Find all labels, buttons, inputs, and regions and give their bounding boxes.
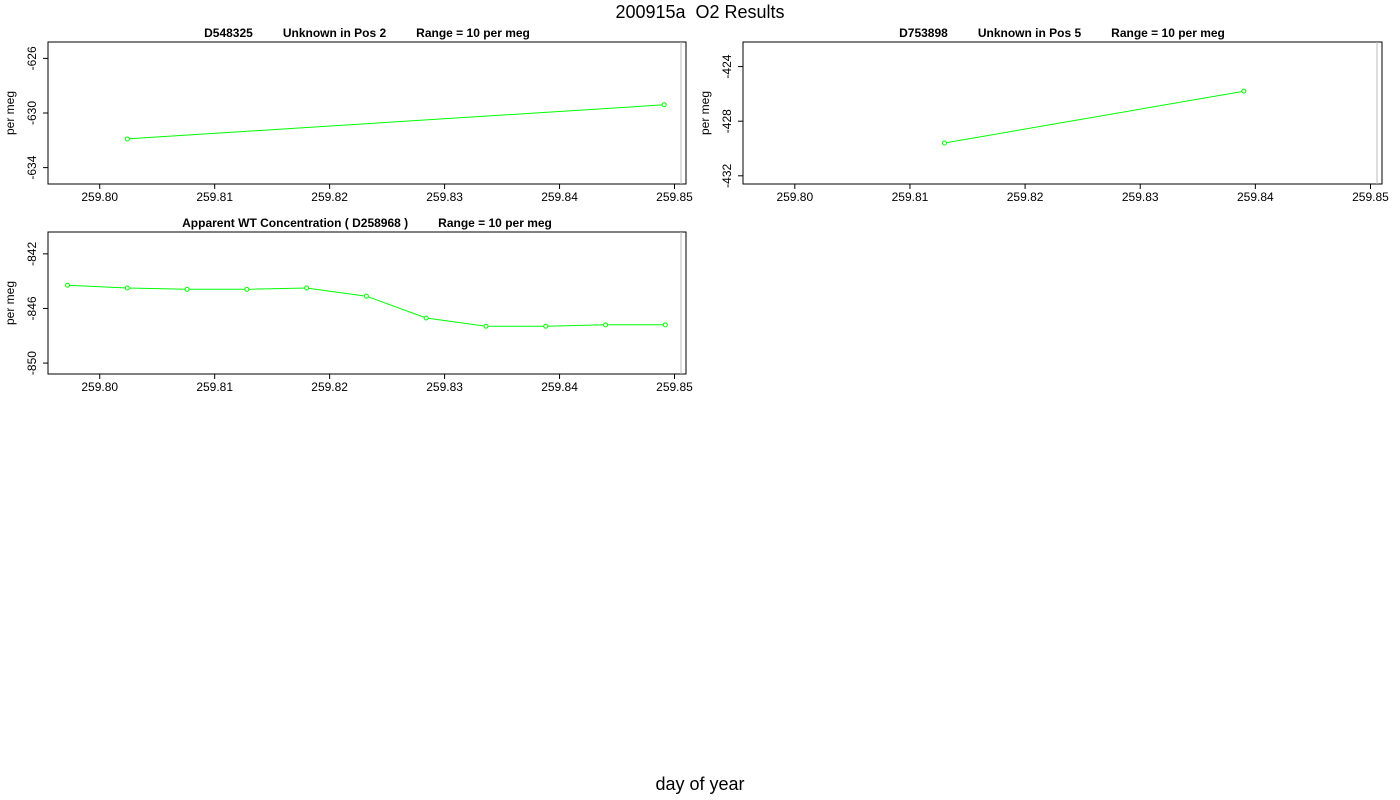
data-point <box>423 315 429 321</box>
x-tick-label: 259.83 <box>426 380 463 394</box>
panel-title-part: Apparent WT Concentration ( D258968 ) <box>182 216 408 230</box>
panel-title: Apparent WT Concentration ( D258968 ) Ran… <box>182 216 552 230</box>
data-point <box>543 323 549 329</box>
data-point <box>124 285 130 291</box>
y-tick-label: -626 <box>25 46 39 70</box>
plot-frame <box>47 231 687 375</box>
x-tick-label: 259.82 <box>311 380 348 394</box>
x-axis-label: day of year <box>655 774 745 794</box>
y-axis-label: per meg <box>3 281 17 325</box>
x-tick-label: 259.80 <box>81 190 118 204</box>
chart-panel-1: D548325 Unknown in Pos 2 Range = 10 per me… <box>3 26 693 204</box>
panel-title-part: Range = 10 per meg <box>1111 26 1225 40</box>
plot-frame <box>742 41 1383 185</box>
panel-title: D753898 Unknown in Pos 5 Range = 10 per me… <box>899 26 1225 40</box>
data-point <box>941 140 947 146</box>
data-point <box>244 286 250 292</box>
data-point <box>661 102 667 108</box>
panel-title-part: Unknown in Pos 2 <box>283 26 387 40</box>
x-tick-label: 259.82 <box>1007 190 1044 204</box>
chart-panel-3: Apparent WT Concentration ( D258968 ) Ran… <box>3 216 693 394</box>
y-axis-label: per meg <box>698 91 712 135</box>
x-tick-label: 259.83 <box>1122 190 1159 204</box>
data-point <box>363 293 369 299</box>
x-tick-label: 259.80 <box>776 190 813 204</box>
x-tick-label: 259.84 <box>541 190 578 204</box>
x-tick-label: 259.83 <box>426 190 463 204</box>
y-tick-label: -842 <box>25 242 39 266</box>
data-point <box>1241 88 1247 94</box>
page-title: 200915a O2 Results <box>615 2 785 22</box>
y-tick-label: -424 <box>720 54 734 78</box>
data-point <box>65 282 71 288</box>
panel-title-part: D753898 <box>899 26 948 40</box>
panel-title-part: Range = 10 per meg <box>438 216 552 230</box>
panel-title-part: D548325 <box>204 26 253 40</box>
data-point <box>603 322 609 328</box>
y-tick-label: -432 <box>720 163 734 187</box>
panel-title-part: Unknown in Pos 5 <box>978 26 1082 40</box>
x-tick-label: 259.85 <box>1352 190 1389 204</box>
panel-title: D548325 Unknown in Pos 2 Range = 10 per me… <box>204 26 530 40</box>
x-tick-label: 259.84 <box>541 380 578 394</box>
x-tick-label: 259.81 <box>892 190 929 204</box>
series-line <box>67 284 666 327</box>
data-point <box>662 322 668 328</box>
y-tick-label: -428 <box>720 109 734 133</box>
y-axis-label: per meg <box>3 91 17 135</box>
panel-title-part: Range = 10 per meg <box>416 26 530 40</box>
series-line <box>944 90 1244 144</box>
x-tick-label: 259.85 <box>656 380 693 394</box>
y-tick-label: -846 <box>25 296 39 320</box>
x-tick-label: 259.84 <box>1237 190 1274 204</box>
y-tick-label: -634 <box>25 155 39 179</box>
data-point <box>304 285 310 291</box>
data-point <box>483 323 489 329</box>
y-tick-label: -850 <box>25 351 39 375</box>
x-tick-label: 259.80 <box>81 380 118 394</box>
data-point <box>124 136 130 142</box>
x-tick-label: 259.82 <box>311 190 348 204</box>
x-tick-label: 259.81 <box>196 190 233 204</box>
x-tick-label: 259.85 <box>656 190 693 204</box>
data-point <box>184 286 190 292</box>
series-line <box>127 104 665 140</box>
y-tick-label: -630 <box>25 101 39 125</box>
x-tick-label: 259.81 <box>196 380 233 394</box>
chart-panel-2: D753898 Unknown in Pos 5 Range = 10 per me… <box>698 26 1389 204</box>
plot-frame <box>47 41 687 185</box>
